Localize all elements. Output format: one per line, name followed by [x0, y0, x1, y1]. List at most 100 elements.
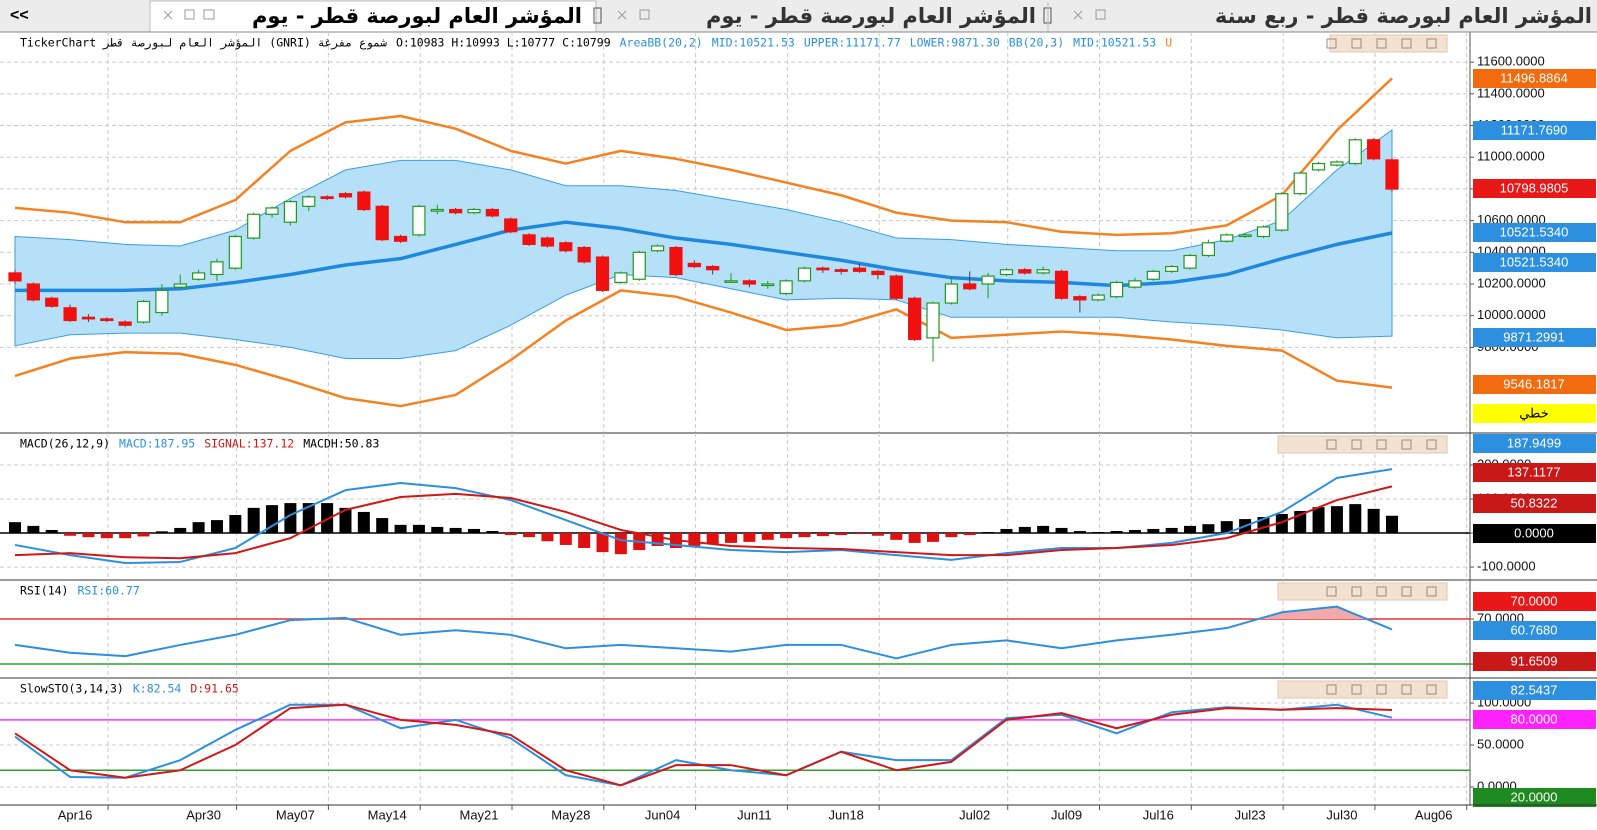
- toolbar-button[interactable]: [1326, 439, 1337, 450]
- macd-hist-bar: [1386, 515, 1398, 534]
- toolbar-button[interactable]: [1426, 586, 1437, 597]
- macd-hist-bar: [559, 533, 572, 545]
- value-tag: [1473, 710, 1596, 729]
- panel-toolbar: [1277, 435, 1448, 454]
- macd-hist-bar: [266, 505, 279, 534]
- value-tag: [1473, 434, 1596, 453]
- toolbar-button[interactable]: [1351, 38, 1362, 49]
- macd-hist-bar: [798, 533, 811, 538]
- toolbar-button[interactable]: [1326, 586, 1337, 597]
- macd-hist-bar: [119, 533, 132, 539]
- candle-body: [320, 196, 334, 200]
- macd-hist-bar: [523, 533, 536, 538]
- toolbar-button[interactable]: [1426, 439, 1437, 450]
- back-button[interactable]: <<: [10, 7, 29, 24]
- y-tick-label: 11400.0000: [1477, 85, 1545, 100]
- close-icon[interactable]: [617, 10, 627, 20]
- macd-hist-bar: [1330, 506, 1343, 534]
- legend-item: D:91.65: [190, 682, 238, 696]
- value-tag: [1473, 463, 1596, 482]
- max-icon[interactable]: [184, 9, 195, 20]
- macd-hist-bar: [302, 503, 315, 534]
- candle-body: [485, 208, 499, 217]
- legend-item: RSI:60.77: [77, 584, 139, 598]
- candle-body: [118, 321, 132, 326]
- close-icon[interactable]: [163, 10, 173, 20]
- legend-item: SlowSTO(3,14,3): [20, 682, 124, 696]
- macd-hist-bar: [27, 525, 40, 534]
- legend-item: O:10983 H:10993 L:10777 C:10799: [396, 36, 611, 50]
- tab-active[interactable]: [149, 0, 597, 33]
- toolbar-button[interactable]: [1401, 38, 1412, 49]
- toolbar-button[interactable]: [1376, 684, 1387, 695]
- value-tag-label: 9871.2991: [1503, 329, 1564, 344]
- tab-title[interactable]: المؤشر العام لبورصة قطر - ربع سنة: [1215, 4, 1592, 28]
- close-icon[interactable]: [1073, 10, 1083, 20]
- macd-hist-bar: [853, 533, 866, 535]
- macd-hist-bar: [45, 529, 58, 534]
- macd-hist-bar: [412, 524, 425, 534]
- bb-band: [14, 289, 1393, 408]
- tab-mark: [593, 7, 602, 24]
- value-tag-label: 60.7680: [1511, 622, 1558, 637]
- macd-hist-bar: [431, 526, 444, 534]
- macd-hist-bar: [578, 533, 591, 549]
- toolbar-button[interactable]: [1426, 38, 1437, 49]
- legend-item: SIGNAL:137.12: [204, 437, 294, 451]
- candle-body: [779, 280, 793, 295]
- panel-toolbar: [1277, 582, 1448, 601]
- macd-hist-bar: [100, 533, 113, 539]
- toolbar-button[interactable]: [1351, 684, 1362, 695]
- x-tick-label: Jul30: [1326, 807, 1357, 822]
- value-tag-label: 187.9499: [1507, 435, 1561, 450]
- toolbar-button[interactable]: [1351, 586, 1362, 597]
- macd-hist-bar: [743, 533, 756, 542]
- x-tick-label: Jun11: [737, 807, 771, 822]
- candle-body: [1073, 296, 1087, 301]
- candle-body: [889, 275, 903, 299]
- toolbar-button[interactable]: [1376, 439, 1387, 450]
- max-icon[interactable]: [639, 9, 650, 20]
- panel: [0, 32, 1470, 433]
- tab-title[interactable]: المؤشر العام لبورصة قطر - يوم: [252, 4, 582, 28]
- value-tag: [1473, 788, 1596, 807]
- toolbar-button[interactable]: [1426, 684, 1437, 695]
- macd-hist-bar: [816, 533, 829, 537]
- max-icon[interactable]: [1095, 9, 1106, 20]
- value-tag: [1473, 404, 1596, 423]
- candle-body: [1018, 269, 1032, 274]
- macd-hist-bar: [1055, 527, 1068, 534]
- y-tick-label: 10000.0000: [1477, 307, 1546, 322]
- candle-body: [724, 280, 738, 283]
- candle-body: [1183, 254, 1197, 269]
- candle-body: [559, 242, 573, 252]
- macd-hist-bar: [780, 533, 793, 539]
- float-icon[interactable]: [203, 9, 215, 20]
- candle-body: [926, 302, 940, 339]
- candle-body: [650, 245, 665, 252]
- toolbar-button[interactable]: [1376, 38, 1387, 49]
- toolbar-button[interactable]: [1376, 586, 1387, 597]
- macd-line: [14, 485, 1393, 560]
- tab-title[interactable]: المؤشر العام لبورصة قطر - يوم: [706, 4, 1036, 28]
- macd-hist-bar: [394, 524, 407, 534]
- x-tick-label: Jul09: [1051, 807, 1082, 822]
- candle-body: [228, 235, 242, 269]
- toolbar-button[interactable]: [1401, 684, 1412, 695]
- macd-hist-bar: [945, 533, 958, 538]
- candle-body: [1165, 265, 1179, 272]
- candle-body: [981, 275, 995, 285]
- toolbar-button[interactable]: [1326, 38, 1337, 49]
- toolbar-button[interactable]: [1401, 439, 1412, 450]
- value-tag-label: 20.0000: [1511, 789, 1558, 804]
- candle-body: [540, 237, 555, 247]
- macd-hist-bar: [284, 503, 297, 534]
- macd-hist-bar: [1367, 508, 1380, 534]
- macd-hist-bar: [64, 533, 77, 536]
- candle-body: [632, 251, 646, 280]
- value-tag: [1473, 524, 1596, 543]
- toolbar-button[interactable]: [1351, 439, 1362, 450]
- x-tick-label: May21: [459, 807, 498, 822]
- toolbar-button[interactable]: [1401, 586, 1412, 597]
- toolbar-button[interactable]: [1326, 684, 1337, 695]
